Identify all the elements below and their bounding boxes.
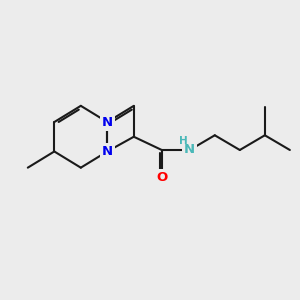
- Text: N: N: [102, 145, 113, 158]
- Text: N: N: [102, 116, 113, 128]
- Text: H: H: [179, 136, 188, 146]
- Text: N: N: [184, 143, 195, 157]
- Text: O: O: [156, 172, 167, 184]
